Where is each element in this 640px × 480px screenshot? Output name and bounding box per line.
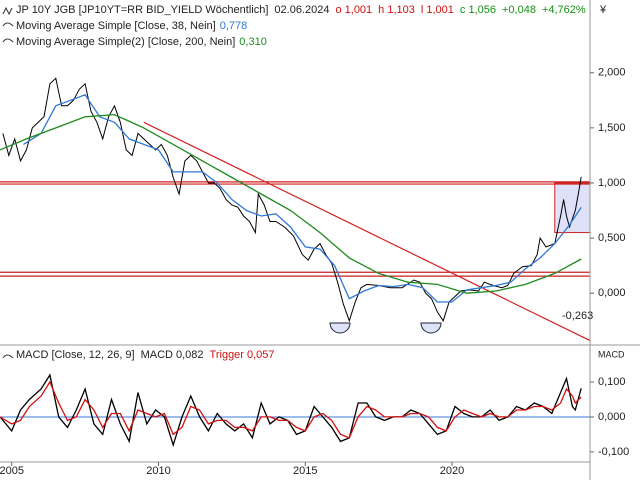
y-tick-label: 0,500 bbox=[598, 232, 626, 244]
highlight-box bbox=[554, 182, 591, 234]
ohlc-value: c 1,056 bbox=[460, 4, 496, 16]
y-tick-label: -0,100 bbox=[598, 446, 629, 458]
date: 02.06.2024 bbox=[274, 4, 329, 16]
series-line bbox=[23, 94, 582, 303]
ohlc-value: o 1,001 bbox=[335, 4, 372, 16]
series-line bbox=[0, 113, 582, 294]
legend-label: MACD bbox=[141, 349, 173, 361]
ohlc-value: +4,762% bbox=[542, 4, 586, 16]
icon bbox=[2, 22, 14, 27]
y-tick-label: 0,000 bbox=[598, 411, 626, 423]
legend-label: Moving Average Simple [Close, 38, Nein] bbox=[16, 20, 216, 32]
legend-entry: MACD [Close, 12, 26, 9] MACD 0,082 Trigger 0… bbox=[16, 349, 275, 361]
legend-value: 0,057 bbox=[247, 349, 275, 361]
series-line bbox=[0, 373, 582, 448]
y-tick-label: 1,000 bbox=[598, 177, 626, 189]
y-tick-label: 0,000 bbox=[598, 287, 626, 299]
x-tick-label: 2015 bbox=[293, 465, 317, 477]
x-tick-label: 2005 bbox=[0, 465, 24, 477]
ohlc-value: l 1,001 bbox=[421, 4, 454, 16]
annotation: -0,263 bbox=[562, 310, 593, 322]
y-tick-label: 2,000 bbox=[598, 67, 626, 79]
trough-marker bbox=[329, 322, 351, 334]
axis-label: MACD bbox=[598, 349, 625, 359]
plot-layer bbox=[0, 77, 591, 448]
legend-entry: Moving Average Simple(2) [Close, 200, Ne… bbox=[16, 36, 267, 48]
currency: ¥ bbox=[599, 4, 607, 16]
y-tick-label: 1,500 bbox=[598, 122, 626, 134]
series-line bbox=[2, 77, 582, 323]
x-tick-label: 2020 bbox=[440, 465, 464, 477]
legend-entry: Moving Average Simple [Close, 38, Nein] 0… bbox=[16, 20, 247, 32]
legend-value: 0,082 bbox=[176, 349, 204, 361]
legend-label: Moving Average Simple(2) [Close, 200, Ne… bbox=[16, 36, 235, 48]
ohlc-value: +0,048 bbox=[502, 4, 536, 16]
icon bbox=[2, 354, 14, 359]
ohlc: o 1,001 h 1,103 l 1,001 c 1,056 +0,048 +4,762… bbox=[335, 4, 585, 16]
title: JP 10Y JGB [JP10YT=RR BID_YIELD Wöchentl… bbox=[16, 4, 268, 16]
indicator-title: MACD [Close, 12, 26, 9] bbox=[16, 349, 135, 361]
trend-line bbox=[143, 121, 591, 342]
legend-value: 0,778 bbox=[220, 20, 248, 32]
header: JP 10Y JGB [JP10YT=RR BID_YIELD Wöchentl… bbox=[16, 4, 586, 16]
series-line bbox=[0, 380, 582, 439]
legend-label: Trigger bbox=[210, 349, 245, 361]
ohlc-value: h 1,103 bbox=[378, 4, 415, 16]
icon bbox=[2, 38, 14, 43]
y-tick-label: 0,100 bbox=[598, 376, 626, 388]
legend-value: 0,310 bbox=[239, 36, 267, 48]
icon bbox=[2, 6, 13, 16]
x-tick-label: 2010 bbox=[146, 465, 170, 477]
trough-marker bbox=[420, 322, 442, 334]
